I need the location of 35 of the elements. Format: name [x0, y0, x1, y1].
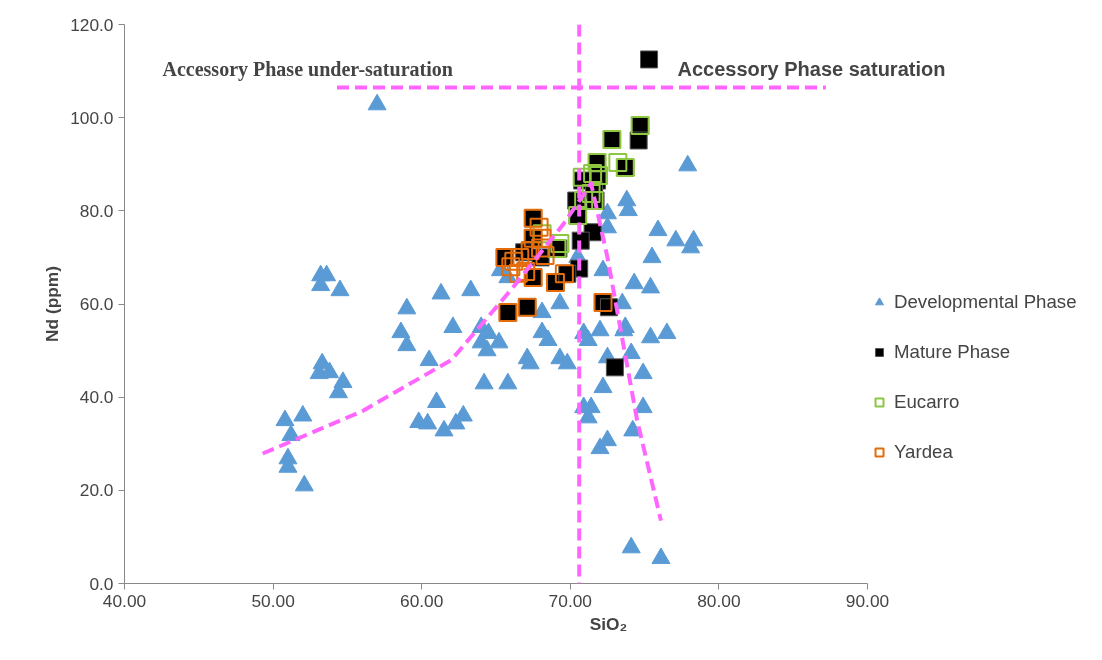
point	[605, 358, 624, 377]
point	[589, 165, 609, 185]
point	[608, 152, 628, 172]
x-axis-title: SiO₂	[589, 613, 628, 634]
point	[574, 191, 594, 211]
legend-label: Yardea	[894, 441, 953, 463]
point	[508, 263, 528, 283]
annotation: Accessory Phase under-saturation	[162, 57, 453, 81]
y-tick-label: 120.0	[70, 14, 114, 35]
legend-label: Eucarro	[894, 391, 960, 413]
point	[535, 246, 555, 266]
point	[529, 217, 549, 237]
y-tick-label: 20.0	[79, 480, 114, 501]
y-axis-title: Nd (ppm)	[42, 265, 63, 343]
point	[501, 257, 521, 277]
point	[504, 251, 524, 271]
y-tick-label: 60.0	[79, 294, 114, 314]
y-tick-label: 100.0	[70, 107, 114, 128]
point	[510, 247, 530, 267]
point	[531, 238, 551, 258]
y-tick-label: 80.0	[79, 200, 114, 221]
point	[520, 240, 540, 260]
point	[516, 261, 536, 281]
x-tick-label: 60.00	[400, 590, 444, 611]
x-tick-label: 80.00	[697, 590, 741, 611]
legend-label: Developmental Phase	[894, 291, 1077, 313]
y-tick-label: 40.0	[79, 387, 114, 408]
x-tick-label: 90.00	[845, 590, 890, 611]
point	[583, 164, 603, 184]
point	[640, 50, 659, 69]
x-tick-label: 50.00	[251, 590, 295, 611]
point	[550, 233, 570, 253]
legend-label: Mature Phase	[894, 341, 1011, 363]
x-tick-label: 70.00	[548, 590, 592, 611]
annotation: Accessory Phase saturation	[677, 57, 946, 80]
